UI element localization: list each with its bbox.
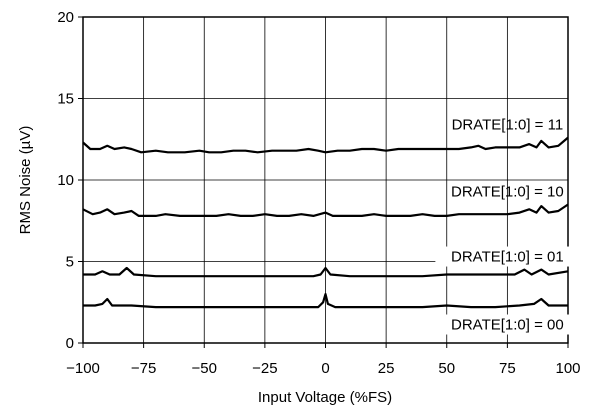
series-line bbox=[83, 266, 569, 278]
series-line bbox=[82, 203, 569, 217]
y-tick-label: 0 bbox=[66, 335, 74, 352]
x-tick-label: 50 bbox=[438, 360, 455, 377]
label-background bbox=[435, 246, 582, 267]
y-tick-label: 15 bbox=[57, 91, 74, 108]
x-axis: −100 −75 −50 −25 0 25 50 75 100 bbox=[66, 343, 581, 377]
series-line bbox=[82, 136, 569, 154]
y-tick-label: 10 bbox=[57, 172, 74, 189]
x-tick-label: −50 bbox=[192, 360, 217, 377]
label-background bbox=[435, 314, 582, 335]
x-tick-label: −75 bbox=[131, 360, 156, 377]
y-tick-label: 20 bbox=[57, 9, 74, 26]
series-label: DRATE[1:0] = 00 bbox=[451, 317, 564, 334]
y-axis: 0 5 10 15 20 bbox=[57, 9, 83, 352]
series-label: DRATE[1:0] = 10 bbox=[451, 183, 564, 200]
y-tick-label: 5 bbox=[66, 254, 74, 271]
series-layer bbox=[82, 136, 569, 309]
legend: DRATE[1:0] = 11 DRATE[1:0] = 10 DRATE[1:0]… bbox=[435, 117, 582, 335]
x-tick-label: 75 bbox=[499, 360, 516, 377]
x-axis-title: Input Voltage (%FS) bbox=[258, 389, 392, 406]
x-tick-label: −100 bbox=[66, 360, 100, 377]
series-label: DRATE[1:0] = 11 bbox=[452, 117, 564, 134]
grid bbox=[83, 17, 568, 343]
x-tick-label: 25 bbox=[378, 360, 395, 377]
x-tick-label: 0 bbox=[321, 360, 329, 377]
x-tick-label: 100 bbox=[555, 360, 580, 377]
series-label: DRATE[1:0] = 01 bbox=[451, 249, 564, 266]
y-axis-title: RMS Noise (µV) bbox=[17, 126, 34, 235]
series-line bbox=[83, 293, 568, 309]
x-tick-label: −25 bbox=[252, 360, 277, 377]
